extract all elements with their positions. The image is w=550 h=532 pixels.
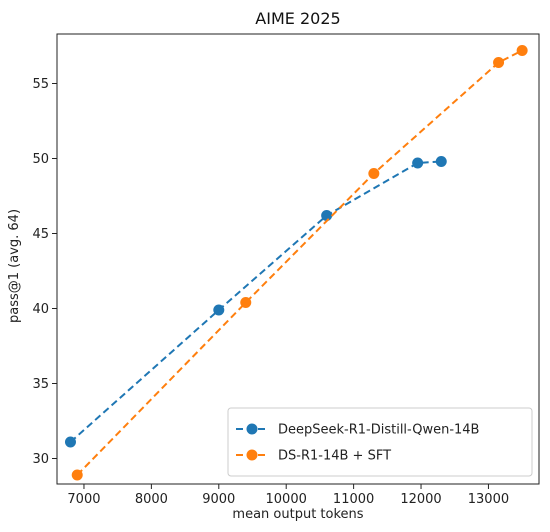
y-tick-label: 30 xyxy=(32,452,49,467)
y-tick-label: 45 xyxy=(32,227,49,242)
legend-marker-1 xyxy=(246,423,258,435)
legend-box xyxy=(227,407,533,477)
plot-area xyxy=(56,33,540,485)
y-tick-label: 40 xyxy=(32,302,49,317)
x-tick-label: 12000 xyxy=(400,492,441,507)
x-axis-label: mean output tokens xyxy=(232,507,363,522)
x-tick-label: 10000 xyxy=(266,492,307,507)
x-tick-label: 13000 xyxy=(468,492,509,507)
data-point-1 xyxy=(213,304,225,316)
data-point-1 xyxy=(435,156,447,167)
data-point-1 xyxy=(412,157,424,169)
data-point-1 xyxy=(321,210,333,221)
data-point-2 xyxy=(240,297,252,308)
series-line-1 xyxy=(69,160,442,443)
y-axis: 30 35 40 45 50 55 xyxy=(32,77,57,467)
x-tick-label: 7000 xyxy=(67,492,100,507)
series-layer xyxy=(64,45,528,481)
x-tick-label: 11000 xyxy=(333,492,374,507)
legend: DeepSeek-R1-Distill-Qwen-14B DS-R1-14B + … xyxy=(227,407,533,477)
x-tick-label: 9000 xyxy=(202,492,235,507)
y-tick-label: 35 xyxy=(32,377,49,392)
x-axis: 7000 8000 9000 10000 11000 12000 13000 xyxy=(67,484,509,507)
data-point-2 xyxy=(71,469,83,481)
data-point-1 xyxy=(64,436,76,448)
data-point-2 xyxy=(493,57,505,68)
data-point-2 xyxy=(368,168,380,179)
plot-frame xyxy=(56,33,540,485)
y-tick-label: 50 xyxy=(32,152,49,167)
x-tick-label: 8000 xyxy=(135,492,168,507)
chart-title: AIME 2025 xyxy=(255,9,340,28)
y-tick-label: 55 xyxy=(32,77,49,92)
legend-label-1: DeepSeek-R1-Distill-Qwen-14B xyxy=(278,423,479,438)
legend-label-2: DS-R1-14B + SFT xyxy=(278,449,391,464)
y-axis-label: pass@1 (avg. 64) xyxy=(7,209,22,323)
data-point-2 xyxy=(516,45,528,56)
legend-marker-2 xyxy=(246,449,258,461)
